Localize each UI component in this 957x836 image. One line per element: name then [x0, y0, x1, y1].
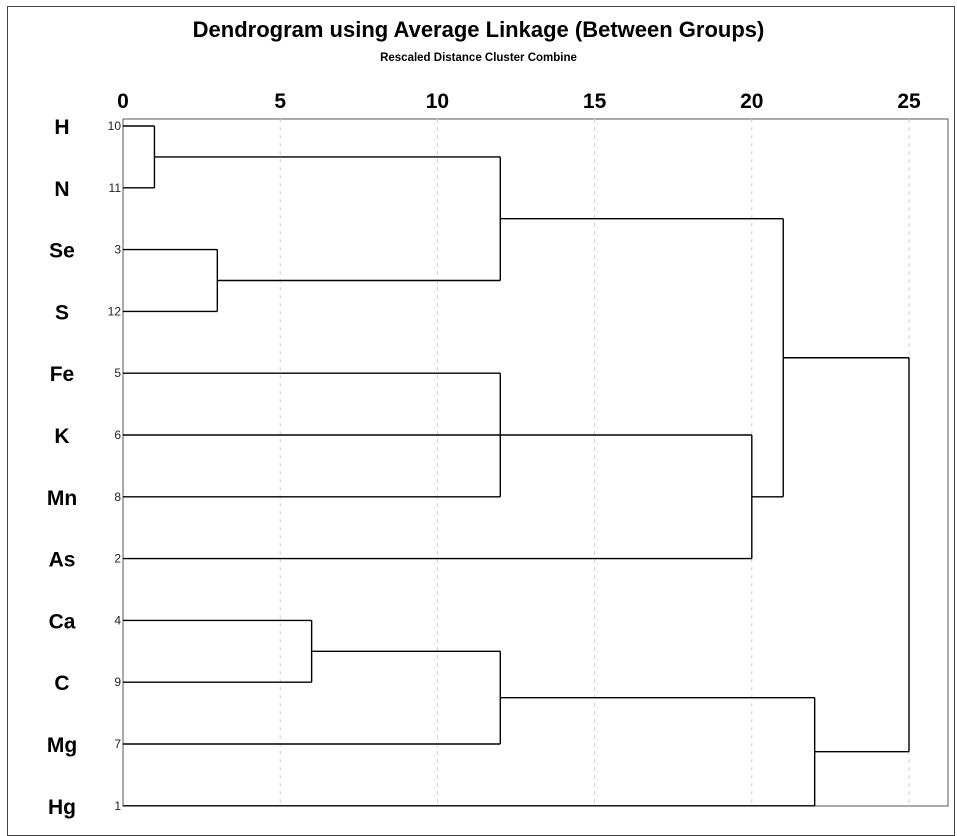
leaf-label-mn: Mn [47, 487, 77, 510]
leaf-number: 7 [114, 737, 121, 751]
leaf-number: 8 [114, 490, 121, 504]
x-tick-label: 0 [117, 90, 129, 113]
leaf-label-ca: Ca [49, 610, 76, 633]
leaf-label-h: H [54, 116, 69, 139]
dendrogram-chart: 0 5 10 15 20 25 H 10 N 11 Se 3 S 12 Fe 5 K 6 Mn 8 As 2 Ca 4 C 9 Mg… [47, 90, 949, 819]
leaf-number: 2 [114, 552, 121, 566]
leaf-number: 9 [114, 675, 121, 689]
leaf-label-s: S [55, 301, 69, 324]
chart-subtitle: Rescaled Distance Cluster Combine [380, 52, 577, 64]
leaf-label-se: Se [49, 240, 75, 263]
leaf-label-n: N [54, 178, 69, 201]
leaf-number: 6 [114, 428, 121, 442]
leaf-label-hg: Hg [48, 796, 76, 819]
leaf-number: 3 [114, 243, 121, 257]
leaf-label-c: C [54, 672, 69, 695]
x-tick-label: 25 [897, 90, 921, 113]
leaf-number: 4 [114, 613, 121, 627]
chart-title: Dendrogram using Average Linkage (Betwee… [192, 17, 765, 42]
leaf-number: 10 [108, 119, 122, 133]
leaf-label-k: K [54, 425, 69, 448]
leaf-number: 11 [109, 181, 122, 195]
x-tick-label: 10 [426, 90, 449, 113]
x-tick-label: 20 [740, 90, 763, 113]
x-tick-label: 15 [583, 90, 607, 113]
leaf-label-as: As [49, 549, 76, 572]
leaf-label-fe: Fe [50, 363, 75, 386]
x-tick-label: 5 [274, 90, 286, 113]
leaf-number: 12 [108, 304, 122, 318]
leaf-number: 1 [114, 799, 121, 813]
leaf-label-mg: Mg [47, 734, 77, 757]
plot-area [122, 118, 949, 807]
leaf-number: 5 [114, 366, 121, 380]
